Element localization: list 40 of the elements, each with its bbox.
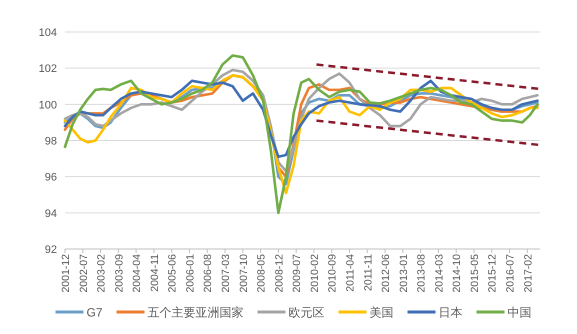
x-tick-label: 2004-11: [148, 254, 161, 292]
x-tick-label: 2003-09: [113, 254, 126, 293]
x-tick-label: 2013-01: [398, 254, 410, 293]
y-tick-label: 100: [38, 99, 57, 112]
x-tick-label: 2006-08: [202, 254, 214, 293]
x-tick-label: 2016-07: [504, 254, 517, 293]
x-tick-label: 2008-05: [256, 254, 268, 293]
x-tick-label: 2009-07: [291, 254, 304, 293]
x-tick-label: 2007-03: [220, 254, 232, 293]
x-tick-label: 2006-01: [184, 254, 196, 293]
x-tick-label: 2014-03: [433, 254, 446, 293]
y-tick-label: 94: [44, 208, 57, 220]
x-tick-label: 2015-12: [486, 254, 499, 293]
x-tick-label: 2010-09: [326, 254, 339, 293]
x-tick-label: 2010-02: [308, 254, 321, 293]
x-tick-label: 2014-10: [451, 254, 464, 293]
y-tick-label: 102: [38, 63, 57, 76]
x-tick-label: 2004-04: [131, 254, 144, 293]
x-tick-label: 2005-06: [166, 254, 179, 293]
y-tick-label: 92: [44, 244, 57, 256]
x-tick-label: 2007-10: [238, 254, 250, 293]
x-tick-label: 2008-12: [273, 254, 286, 293]
x-tick-label: 2003-02: [96, 254, 108, 293]
legend-label: 五个主要亚洲国家: [148, 306, 244, 320]
x-tick-label: 2012-06: [380, 254, 392, 293]
legend-label: 美国: [370, 306, 394, 320]
y-tick-label: 104: [38, 27, 57, 39]
y-tick-label: 96: [44, 172, 57, 184]
legend-label: 欧元区: [288, 306, 325, 320]
x-tick-label: 2015-05: [468, 254, 481, 293]
legend-label: 中国: [508, 306, 532, 320]
legend-label: 日本: [438, 306, 463, 320]
x-tick-label: 2017-02: [522, 254, 534, 293]
x-tick-label: 2011-11: [362, 254, 374, 291]
x-tick-label: 2011-04: [344, 254, 356, 292]
x-tick-label: 2001-12: [60, 254, 72, 293]
x-tick-label: 2002-07: [78, 254, 90, 293]
legend-label: G7: [86, 306, 103, 320]
y-tick-label: 98: [44, 136, 57, 148]
x-tick-label: 2013-08: [416, 254, 428, 293]
